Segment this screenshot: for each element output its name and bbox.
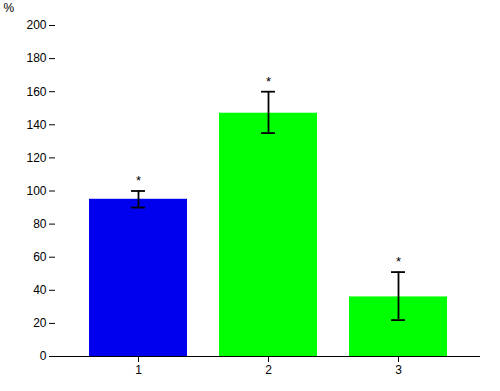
svg-text:3: 3 <box>395 363 402 377</box>
svg-text:0: 0 <box>40 349 47 363</box>
svg-text:160: 160 <box>26 85 46 99</box>
svg-text:120: 120 <box>26 151 46 165</box>
svg-text:*: * <box>266 74 271 89</box>
svg-text:80: 80 <box>33 217 47 231</box>
svg-text:200: 200 <box>26 18 46 32</box>
svg-text:1: 1 <box>135 363 142 377</box>
svg-text:*: * <box>136 173 141 188</box>
svg-text:*: * <box>396 254 401 269</box>
svg-text:%: % <box>4 1 15 15</box>
svg-text:180: 180 <box>26 51 46 65</box>
svg-text:100: 100 <box>26 184 46 198</box>
svg-text:40: 40 <box>33 283 47 297</box>
svg-text:140: 140 <box>26 118 46 132</box>
svg-text:2: 2 <box>265 363 272 377</box>
svg-text:60: 60 <box>33 250 47 264</box>
svg-text:20: 20 <box>33 316 47 330</box>
